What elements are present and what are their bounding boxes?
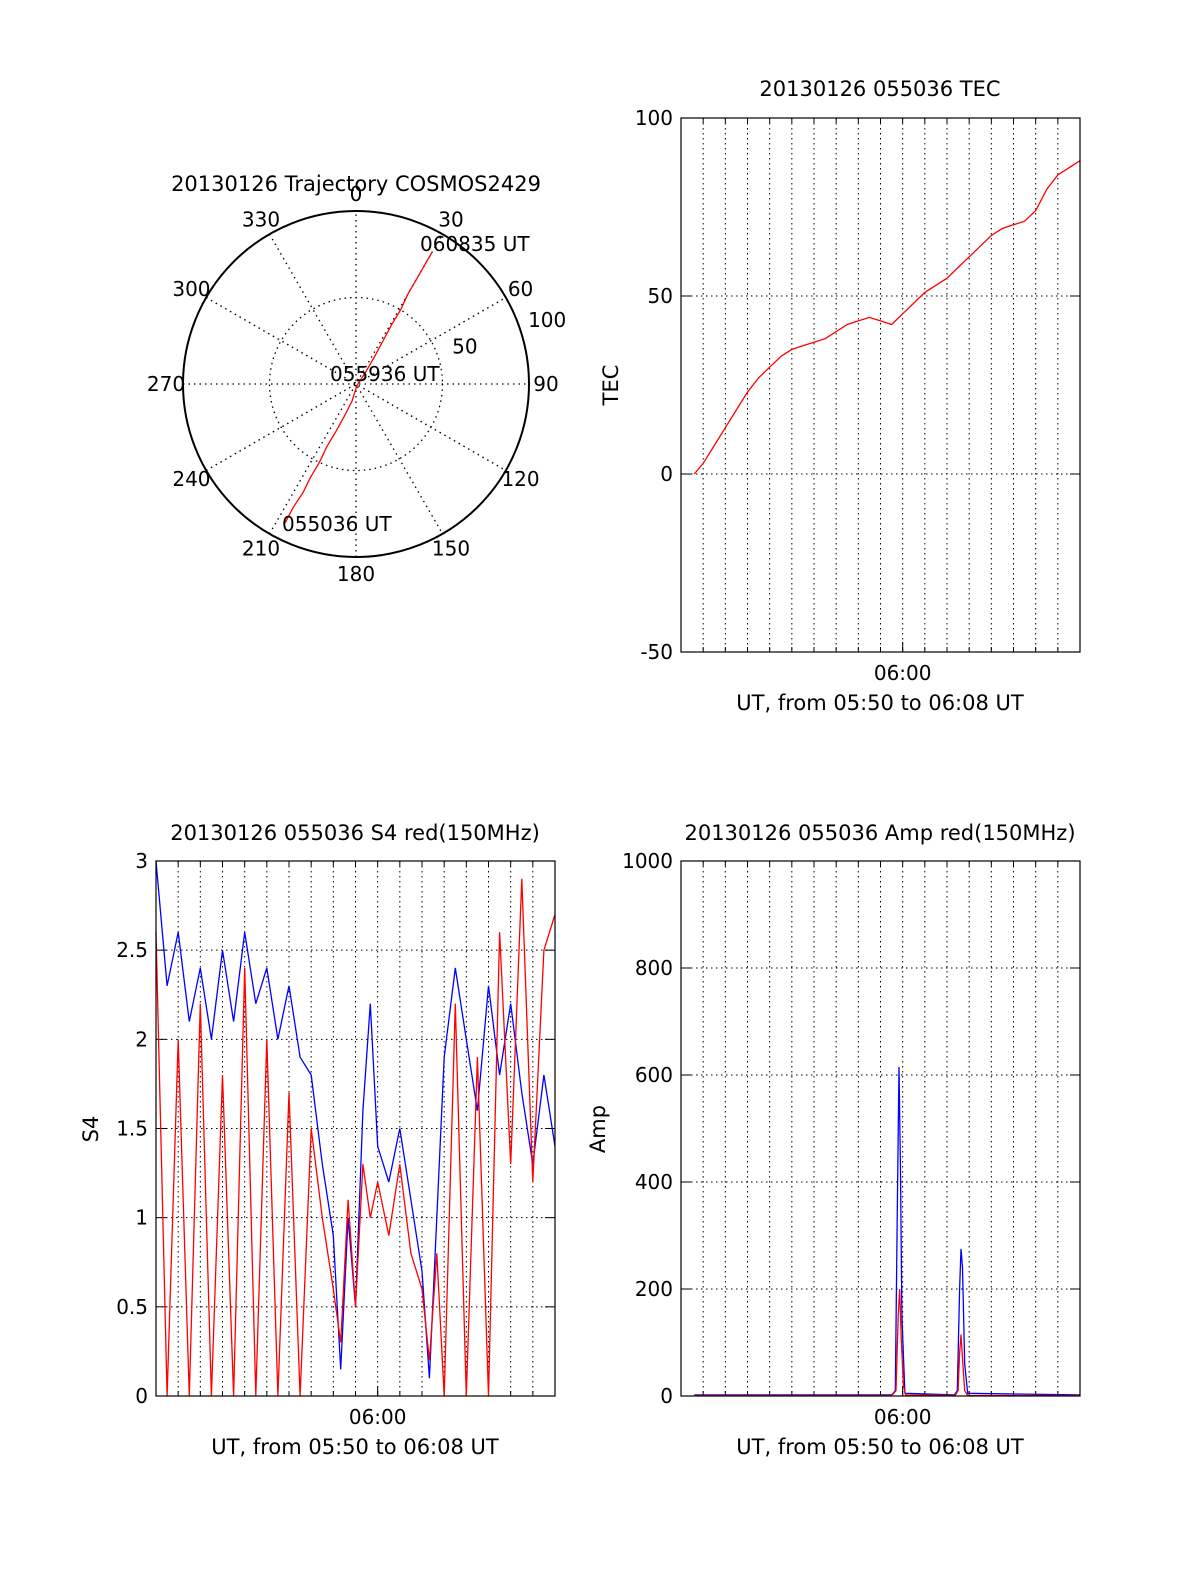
polar-radius-labels: 50 100 bbox=[452, 308, 566, 359]
polar-angle-label: 120 bbox=[501, 467, 539, 491]
amp-plot-area: 0 200 400 600 800 1000 06:00 bbox=[622, 849, 1081, 1429]
series-line-red bbox=[694, 1288, 1080, 1397]
plot-frame bbox=[680, 117, 1081, 653]
tec-title: 20130126 055036 TEC bbox=[759, 77, 1000, 101]
polar-angle-label: 270 bbox=[147, 372, 185, 396]
polar-trajectory-series bbox=[284, 251, 433, 523]
tec-chart-panel: 20130126 055036 TEC UT, from 05:50 to 06… bbox=[599, 77, 1081, 715]
polar-trajectory-panel: 20130126 Trajectory COSMOS2429 0 30 60 90 12… bbox=[147, 172, 566, 586]
xtick-label: 06:00 bbox=[349, 1405, 407, 1429]
ytick-label: 2.5 bbox=[116, 938, 148, 962]
ytick-label: 0.5 bbox=[116, 1295, 148, 1319]
ytick-label: 800 bbox=[635, 956, 673, 980]
ytick-label: 100 bbox=[635, 106, 673, 130]
amp-title: 20130126 055036 Amp red(150MHz) bbox=[684, 821, 1075, 845]
ytick-label: 2 bbox=[135, 1027, 148, 1051]
polar-time-annotation: 060835 UT bbox=[420, 232, 530, 256]
s4-title: 20130126 055036 S4 red(150MHz) bbox=[170, 821, 540, 845]
ytick-label: 1.5 bbox=[116, 1117, 148, 1141]
ytick-label: 1 bbox=[135, 1206, 148, 1230]
ytick-label: 400 bbox=[635, 1170, 673, 1194]
polar-annotations: 060835 UT 055936 UT 055036 UT bbox=[282, 232, 530, 536]
ytick-label: 50 bbox=[648, 284, 673, 308]
tec-xlabel: UT, from 05:50 to 06:08 UT bbox=[736, 691, 1024, 715]
polar-angle-labels: 0 30 60 90 120 150 180 210 240 270 300 330 bbox=[147, 182, 559, 586]
polar-trajectory-line bbox=[284, 251, 433, 523]
series-line-red bbox=[693, 160, 1081, 475]
plot-frame bbox=[680, 860, 1081, 1397]
polar-angle-label: 30 bbox=[438, 207, 463, 231]
ytick-label: 1000 bbox=[622, 849, 673, 873]
ytick-label: 0 bbox=[660, 462, 673, 486]
polar-angle-label: 330 bbox=[242, 207, 280, 231]
xtick-label: 06:00 bbox=[874, 661, 932, 685]
polar-angle-label: 180 bbox=[337, 562, 375, 586]
tec-ylabel: TEC bbox=[599, 365, 623, 407]
polar-time-annotation: 055036 UT bbox=[282, 512, 392, 536]
s4-plot-area: 0 0.5 1 1.5 2 2.5 3 06:00 bbox=[116, 849, 556, 1429]
s4-xlabel: UT, from 05:50 to 06:08 UT bbox=[211, 1435, 499, 1459]
polar-angle-label: 300 bbox=[172, 277, 210, 301]
polar-radius-label: 50 bbox=[452, 335, 477, 359]
polar-angle-label: 210 bbox=[242, 537, 280, 561]
ytick-label: 0 bbox=[660, 1384, 673, 1408]
tec-plot-area: -50 0 50 100 06:00 bbox=[635, 106, 1081, 685]
polar-angle-label: 240 bbox=[172, 467, 210, 491]
polar-radius-label: 100 bbox=[528, 308, 566, 332]
series-line-blue bbox=[694, 1066, 1081, 1396]
amp-ylabel: Amp bbox=[586, 1105, 610, 1153]
polar-angle-label: 150 bbox=[432, 537, 470, 561]
polar-angle-label: 90 bbox=[533, 372, 558, 396]
amp-chart-panel: 20130126 055036 Amp red(150MHz) UT, from… bbox=[586, 821, 1081, 1459]
s4-chart-panel: 20130126 055036 S4 red(150MHz) UT, from … bbox=[79, 821, 556, 1459]
ytick-label: 0 bbox=[135, 1384, 148, 1408]
plot-frame bbox=[155, 860, 556, 1397]
ytick-label: -50 bbox=[640, 640, 673, 664]
ytick-label: 200 bbox=[635, 1277, 673, 1301]
polar-time-annotation: 055936 UT bbox=[330, 362, 440, 386]
polar-title: 20130126 Trajectory COSMOS2429 bbox=[171, 172, 541, 196]
series-line-red bbox=[155, 878, 556, 1397]
amp-xlabel: UT, from 05:50 to 06:08 UT bbox=[736, 1435, 1024, 1459]
polar-angle-label: 60 bbox=[508, 277, 533, 301]
ytick-label: 3 bbox=[135, 849, 148, 873]
xtick-label: 06:00 bbox=[874, 1405, 932, 1429]
ytick-label: 600 bbox=[635, 1063, 673, 1087]
polar-grid bbox=[182, 210, 530, 558]
s4-ylabel: S4 bbox=[79, 1116, 103, 1143]
series-line-blue bbox=[155, 860, 556, 1379]
polar-angle-label: 0 bbox=[350, 182, 363, 206]
